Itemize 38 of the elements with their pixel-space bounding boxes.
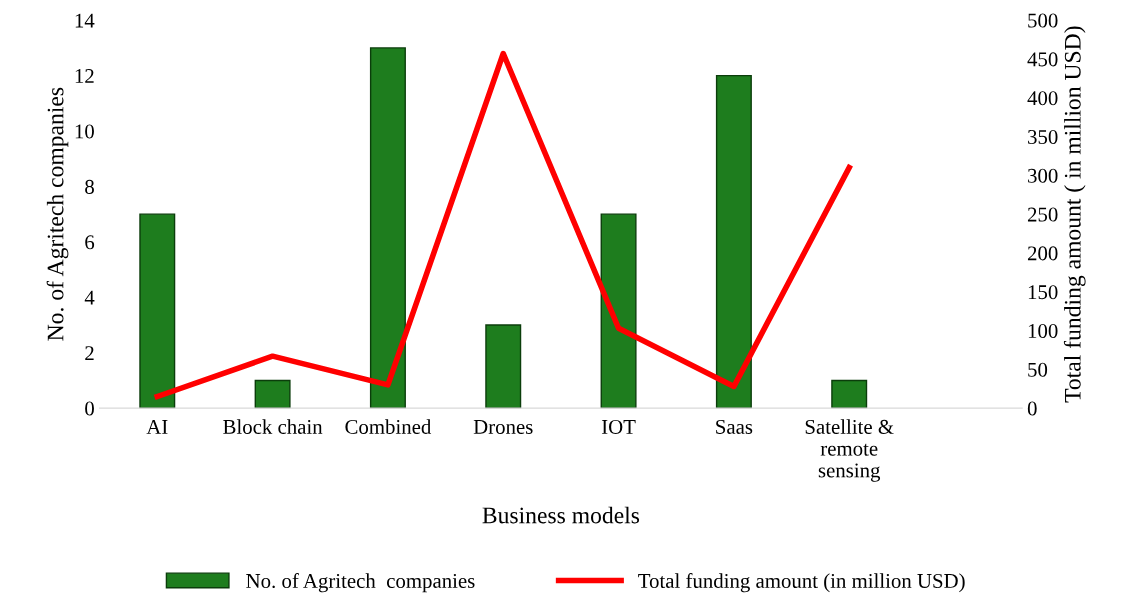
bar [600, 213, 637, 409]
y2-tick-label: 350 [1028, 129, 1058, 144]
y-tick-label: 12 [75, 69, 94, 83]
bar [369, 47, 406, 409]
bar [254, 379, 291, 409]
y2-tick-label: 200 [1027, 246, 1058, 261]
y-axis-title: No. of Agritech companies [46, 87, 69, 341]
legend-label: Total funding amount (in million USD) [638, 573, 965, 593]
y2-tick-label: 250 [1027, 207, 1058, 222]
y2-tick-label: 500 [1028, 13, 1058, 28]
bar [831, 379, 868, 409]
y-tick-label: 14 [75, 13, 95, 28]
bar [139, 213, 176, 409]
y-tick-label: 6 [85, 235, 95, 250]
y-tick-label: 10 [75, 124, 94, 139]
y2-axis-title: Total funding amount ( in million USD) [1063, 26, 1086, 403]
y2-tick-label: 50 [1028, 362, 1048, 377]
x-tick-label: AI [146, 419, 168, 434]
y2-tick-label: 100 [1028, 323, 1058, 338]
bar [485, 324, 522, 409]
y2-tick-label: 0 [1027, 401, 1037, 416]
y2-tick-label: 300 [1028, 168, 1058, 183]
x-tick-label: IOT [601, 419, 636, 434]
y2-tick-label: 450 [1027, 52, 1058, 67]
legend-label: No. of Agritech companies [246, 573, 475, 593]
x-tick-label: Drones [473, 420, 533, 434]
y2-tick-label: 400 [1027, 91, 1058, 106]
y-tick-label: 8 [85, 179, 94, 194]
x-tick-label: Saas [716, 419, 753, 434]
y-tick-label: 0 [85, 401, 94, 416]
y-tick-label: 4 [84, 290, 95, 305]
x-tick-label: Block chain [223, 419, 323, 434]
y2-tick-label: 150 [1028, 285, 1058, 300]
y-tick-label: 2 [85, 346, 94, 360]
x-tick-label: Combined [345, 419, 432, 434]
x-axis-title: Business models [482, 506, 640, 524]
bar [715, 74, 752, 409]
x-tick-label: Satellite & remote sensing [805, 419, 894, 482]
